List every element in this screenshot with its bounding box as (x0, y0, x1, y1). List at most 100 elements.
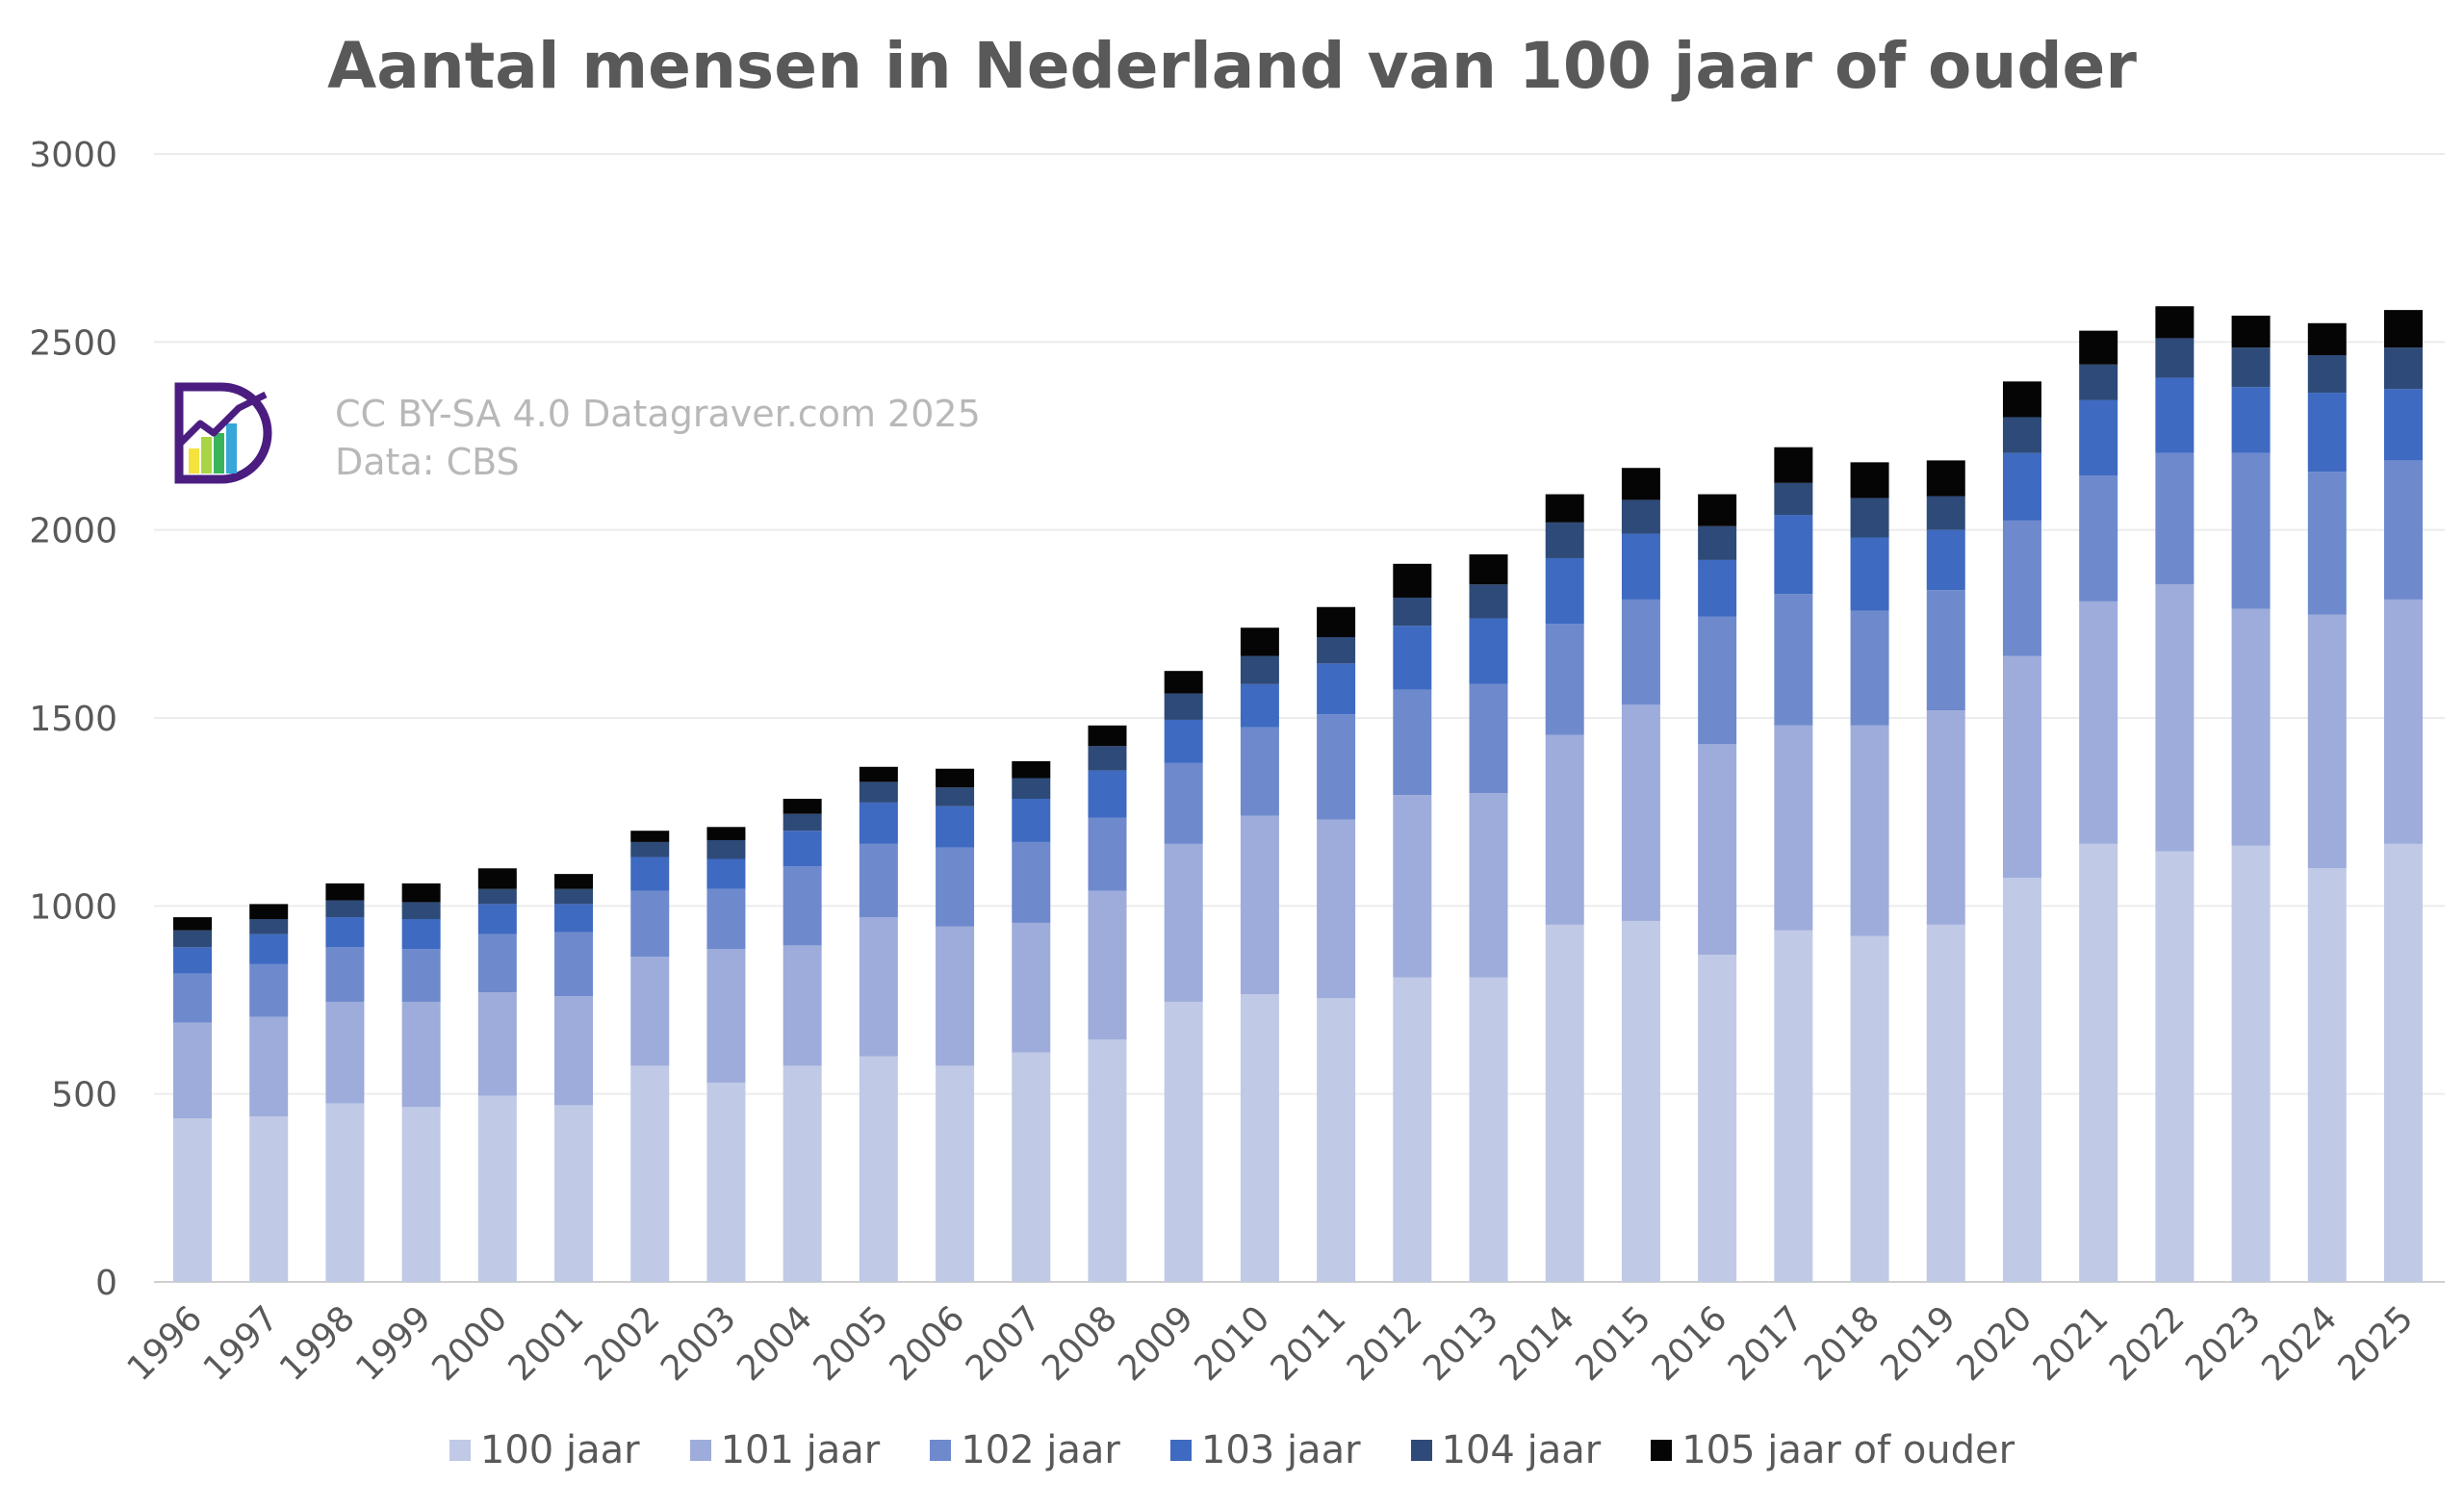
bar-segment (2307, 614, 2347, 869)
bar-segment (325, 883, 365, 901)
bar-segment (477, 904, 517, 934)
bar-segment (477, 934, 517, 993)
bar-segment (1469, 584, 1508, 619)
x-axis: 1996199719981999200020012002200320042005… (120, 1298, 2422, 1389)
legend: 100 jaar 101 jaar 102 jaar 103 jaar 104 jaar… (0, 1428, 2464, 1472)
bar-segment (936, 806, 975, 848)
x-tick-label: 2024 (2254, 1298, 2345, 1389)
x-tick-label: 2005 (806, 1298, 896, 1389)
bar-segment (1469, 977, 1508, 1282)
legend-swatch (1651, 1440, 1673, 1461)
bar-segment (936, 847, 975, 927)
bar-segment (2231, 315, 2271, 348)
bar-segment (401, 902, 441, 920)
bar-segment (1774, 725, 1813, 931)
bar-segment (554, 996, 594, 1106)
y-tick-label: 500 (51, 1076, 117, 1115)
bar-segment (2384, 310, 2423, 348)
y-tick-label: 2000 (29, 512, 117, 551)
bar-segment (859, 802, 898, 844)
x-tick-label: 2018 (1797, 1298, 1887, 1389)
bar-segment (1545, 522, 1584, 558)
legend-label: 104 jaar (1441, 1428, 1602, 1472)
bar-segment (554, 904, 594, 933)
bar-segment (401, 919, 441, 950)
bar-segment (859, 917, 898, 1057)
bar-segment (2231, 608, 2271, 846)
bar-segment (1469, 683, 1508, 794)
bar-segment (1621, 920, 1660, 1282)
bar-segment (325, 1001, 365, 1104)
x-tick-label: 1997 (196, 1298, 287, 1389)
bar-segment (2002, 520, 2041, 656)
bar-segment (630, 890, 670, 958)
bar-segment (1012, 798, 1051, 842)
bar-segment (401, 1107, 441, 1282)
bar-segment (1469, 618, 1508, 684)
bar-segment (554, 1105, 594, 1282)
bar-segment (173, 947, 212, 974)
bar-segment (249, 904, 289, 920)
x-tick-label: 2019 (1873, 1298, 1964, 1389)
bar-segment (2231, 845, 2271, 1282)
bar-segment (1164, 719, 1203, 763)
bar-segment (1088, 890, 1127, 1040)
bar-segment (2002, 381, 2041, 418)
y-tick-label: 1500 (29, 700, 117, 739)
bar-segment (1926, 496, 1965, 530)
bar-segment (1926, 924, 1965, 1282)
bars (173, 306, 2423, 1282)
bar-segment (1164, 762, 1203, 844)
bar-segment (1393, 689, 1432, 796)
bar-segment (2079, 330, 2118, 365)
bar-segment (783, 831, 822, 867)
x-tick-label: 1999 (348, 1298, 439, 1389)
bar-segment (630, 841, 670, 857)
bar-segment (554, 932, 594, 997)
bar-segment (1621, 533, 1660, 600)
gridlines (154, 153, 2445, 1283)
x-tick-label: 2013 (1416, 1298, 1506, 1389)
bar-segment (1393, 626, 1432, 690)
bar-segment (1621, 468, 1660, 500)
x-tick-label: 2008 (1035, 1298, 1125, 1389)
bar-segment (1698, 559, 1737, 617)
bar-segment (1088, 770, 1127, 818)
bar-segment (1317, 998, 1356, 1282)
bar-segment (173, 1118, 212, 1282)
bar-segment (783, 945, 822, 1066)
bar-segment (173, 1022, 212, 1119)
bar-segment (1850, 462, 1889, 499)
bar-segment (554, 888, 594, 905)
bar-segment (783, 866, 822, 946)
bar-segment (249, 919, 289, 934)
bar-segment (1088, 1039, 1127, 1282)
bar-segment (1240, 994, 1279, 1282)
bar-segment (706, 839, 746, 859)
bar-segment (1698, 616, 1737, 745)
bar-segment (1012, 922, 1051, 1053)
bar-segment (2002, 878, 2041, 1282)
x-tick-label: 2010 (1187, 1298, 1277, 1389)
bar-segment (859, 843, 898, 918)
bar-segment (1012, 760, 1051, 779)
bar-segment (2079, 475, 2118, 601)
bar-segment (2155, 584, 2194, 852)
bar-segment (706, 858, 746, 889)
bar-segment (859, 766, 898, 782)
bar-segment (2384, 843, 2423, 1282)
bar-segment (401, 949, 441, 1002)
legend-label: 102 jaar (961, 1428, 1120, 1472)
bar-segment (1012, 778, 1051, 799)
legend-swatch (1169, 1440, 1192, 1461)
bar-segment (936, 768, 975, 788)
bar-segment (1393, 563, 1432, 598)
bar-segment (706, 888, 746, 950)
bar-segment (1088, 746, 1127, 771)
bar-segment (783, 813, 822, 832)
legend-item: 100 jaar (449, 1428, 640, 1472)
bar-segment (1545, 624, 1584, 735)
bar-segment (630, 1065, 670, 1282)
bar-segment (2384, 599, 2423, 844)
